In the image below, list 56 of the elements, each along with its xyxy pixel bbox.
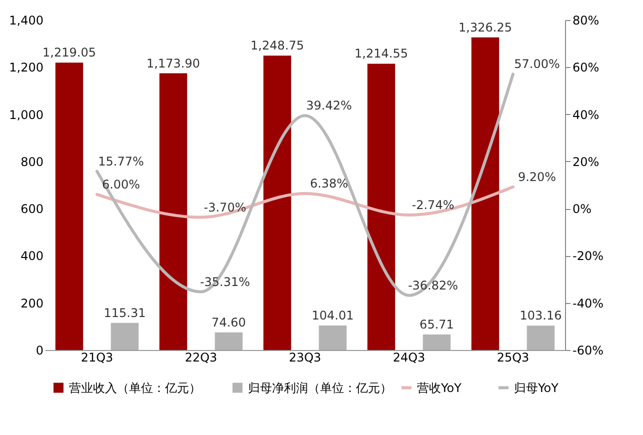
y-tick-label: 200 bbox=[20, 296, 44, 310]
y2-tick-label: 60% bbox=[572, 60, 600, 75]
legend-label: 归母YoY bbox=[514, 380, 560, 395]
data-label: 1,214.55 bbox=[354, 46, 408, 61]
line-series bbox=[96, 72, 514, 297]
x-tick-label: 24Q3 bbox=[392, 350, 426, 364]
bar bbox=[526, 326, 555, 350]
bar bbox=[159, 73, 188, 350]
bar bbox=[55, 62, 84, 350]
y-tick-label: 600 bbox=[20, 202, 44, 216]
data-label: 104.01 bbox=[312, 308, 354, 322]
y2-tick-label: -40% bbox=[572, 296, 604, 310]
data-label: 15.77% bbox=[98, 154, 144, 168]
y-tick-label: 400 bbox=[20, 249, 44, 264]
bar bbox=[318, 325, 347, 350]
data-label: 9.20% bbox=[518, 170, 556, 184]
y2-tick-label: 80% bbox=[572, 14, 600, 28]
x-tick-label: 22Q3 bbox=[184, 350, 218, 364]
data-label: 103.16 bbox=[520, 308, 562, 323]
y-tick-label: 0 bbox=[36, 344, 44, 358]
data-label: 6.00% bbox=[102, 177, 140, 192]
y2-tick-label: -20% bbox=[572, 249, 604, 264]
y2-tick-label: -60% bbox=[572, 344, 604, 358]
data-label: 1,248.75 bbox=[250, 38, 304, 53]
data-label: 39.42% bbox=[306, 98, 352, 113]
y2-tick-label: 0% bbox=[572, 202, 592, 216]
data-label: 65.71 bbox=[420, 318, 454, 332]
y-tick-label: 1,400 bbox=[9, 14, 44, 28]
x-tick-label: 23Q3 bbox=[288, 350, 322, 364]
y2-tick-label: 20% bbox=[572, 154, 600, 169]
x-tick-label: 21Q3 bbox=[80, 350, 114, 364]
bar bbox=[110, 322, 139, 350]
x-tick-label: 25Q3 bbox=[496, 350, 530, 364]
data-label: -36.82% bbox=[408, 278, 458, 292]
data-label: -3.70% bbox=[204, 200, 246, 214]
data-label: 6.38% bbox=[310, 176, 348, 191]
legend-label: 营业收入（单位：亿元） bbox=[69, 380, 201, 395]
y2-tick-label: 40% bbox=[572, 108, 600, 122]
y-tick-label: 1,000 bbox=[9, 108, 44, 122]
data-label: 57.00% bbox=[514, 57, 560, 72]
data-label: 1,219.05 bbox=[42, 46, 96, 60]
bar bbox=[263, 56, 292, 350]
bar bbox=[471, 37, 500, 350]
data-label: -2.74% bbox=[412, 198, 454, 212]
data-label: 74.60 bbox=[212, 315, 246, 330]
data-label: 115.31 bbox=[104, 306, 146, 320]
legend-label: 营收YoY bbox=[417, 380, 462, 395]
bar bbox=[367, 64, 396, 350]
data-label: 1,173.90 bbox=[146, 56, 200, 70]
data-label: -35.31% bbox=[200, 274, 250, 289]
bar bbox=[422, 334, 451, 350]
legend-label: 归母净利润（单位：亿元） bbox=[248, 380, 392, 395]
y-tick-label: 800 bbox=[20, 154, 44, 169]
y-tick-label: 1,200 bbox=[9, 60, 44, 75]
data-label: 1,326.25 bbox=[458, 20, 512, 34]
bar bbox=[214, 332, 243, 350]
